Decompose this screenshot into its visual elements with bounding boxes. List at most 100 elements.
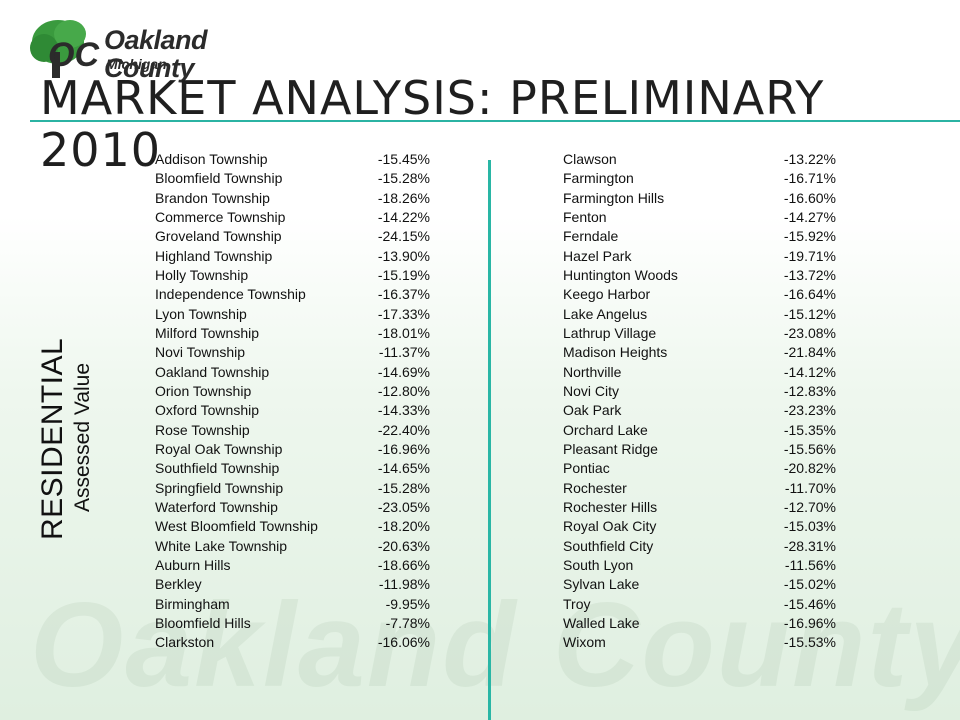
municipality-name: Commerce Township <box>155 208 286 225</box>
percent-change: -18.26% <box>377 189 430 206</box>
percent-change: -14.69% <box>377 363 430 380</box>
percent-change: -16.71% <box>783 170 836 187</box>
percent-change: -15.03% <box>783 518 836 535</box>
percent-change: -14.27% <box>783 208 836 225</box>
percent-change: -16.60% <box>783 189 836 206</box>
residential-label-main: RESIDENTIAL <box>36 337 69 540</box>
municipality-name: Novi Township <box>155 344 246 361</box>
percent-change: -11.70% <box>784 479 836 496</box>
municipality-name: Oakland Township <box>155 363 270 380</box>
percent-change: -21.84% <box>783 344 836 361</box>
municipality-name: Clawson <box>563 151 617 167</box>
percent-change: -23.05% <box>377 498 430 515</box>
percent-change: -17.33% <box>377 305 430 322</box>
municipality-name: Brandon Township <box>155 189 270 206</box>
municipality-name: Farmington Hills <box>563 189 665 206</box>
page-title: MARKET ANALYSIS: PRELIMINARY 2010 <box>40 71 825 177</box>
municipality-name: Southfield City <box>563 537 654 554</box>
oakland-county-logo: OC Oakland County Michigan <box>22 14 282 86</box>
logo-brand-text: Oakland County <box>104 25 208 83</box>
residential-label-sub: Assessed Value <box>71 362 94 512</box>
municipality-name: Waterford Township <box>155 498 278 515</box>
percent-change: -15.45% <box>377 151 430 167</box>
municipality-name: Highland Township <box>155 247 273 264</box>
municipality-name: Walled Lake <box>563 614 640 631</box>
percent-change: -18.20% <box>377 518 430 535</box>
municipality-name: Ferndale <box>563 228 619 245</box>
percent-change: -19.71% <box>783 247 836 264</box>
municipality-name: Bloomfield Township <box>155 170 283 187</box>
percent-change: -15.02% <box>783 576 836 593</box>
municipality-name: Rochester Hills <box>563 498 658 515</box>
percent-change: -11.37% <box>378 344 430 361</box>
municipality-name: Springfield Township <box>155 479 284 496</box>
percent-change: -18.66% <box>377 556 430 573</box>
percent-change: -15.28% <box>377 170 430 187</box>
percent-change: -16.06% <box>377 634 430 651</box>
percent-change: -13.22% <box>783 151 836 167</box>
percent-change: -14.33% <box>377 402 430 419</box>
tree-logo-icon: OC <box>30 20 99 78</box>
watermark-text: Oakland County <box>30 578 960 712</box>
municipality-name: Berkley <box>155 576 202 593</box>
municipality-name: Keego Harbor <box>563 286 651 303</box>
municipality-name: Troy <box>563 595 591 612</box>
municipality-name: West Bloomfield Township <box>155 518 318 535</box>
municipality-name: Groveland Township <box>155 228 282 245</box>
percent-change: -20.63% <box>377 537 430 554</box>
percent-change: -15.56% <box>783 440 836 457</box>
municipality-name: Sylvan Lake <box>563 576 640 593</box>
municipality-name: Oxford Township <box>155 402 260 419</box>
municipality-name: Rose Township <box>155 421 250 438</box>
municipality-name: Wixom <box>563 634 606 651</box>
municipality-name: Addison Township <box>155 151 268 167</box>
municipality-name: Orchard Lake <box>563 421 648 438</box>
title-underline <box>30 120 960 122</box>
percent-change: -15.19% <box>377 266 430 283</box>
percent-change: -12.80% <box>377 382 430 399</box>
percent-change: -11.56% <box>784 556 836 573</box>
percent-change: -15.46% <box>783 595 836 612</box>
municipality-name: Lathrup Village <box>563 324 657 341</box>
column-divider <box>488 160 491 720</box>
percent-change: -20.82% <box>783 460 836 477</box>
municipality-name: Madison Heights <box>563 344 668 361</box>
municipality-name: South Lyon <box>563 556 634 573</box>
percent-change: -7.78% <box>385 614 430 631</box>
municipality-name: Auburn Hills <box>155 556 231 573</box>
percent-change: -24.15% <box>377 228 430 245</box>
percent-change: -15.35% <box>783 421 836 438</box>
municipality-name: Southfield Township <box>155 460 280 477</box>
percent-change: -11.98% <box>378 576 430 593</box>
municipality-name: Novi City <box>563 382 620 399</box>
percent-change: -16.96% <box>377 440 430 457</box>
percent-change: -14.22% <box>377 208 430 225</box>
municipality-name: Farmington <box>563 170 634 187</box>
percent-change: -28.31% <box>783 537 836 554</box>
percent-change: -12.70% <box>783 498 836 515</box>
percent-change: -16.37% <box>377 286 430 303</box>
percent-change: -15.28% <box>377 479 430 496</box>
municipality-name: Clarkston <box>155 634 215 651</box>
percent-change: -23.23% <box>783 402 836 419</box>
municipality-name: Royal Oak Township <box>155 440 283 457</box>
percent-change: -18.01% <box>377 324 430 341</box>
municipality-name: Hazel Park <box>563 247 632 264</box>
percent-change: -14.65% <box>377 460 430 477</box>
percent-change: -23.08% <box>783 324 836 341</box>
percent-change: -22.40% <box>377 421 430 438</box>
municipality-name: Orion Township <box>155 382 252 399</box>
logo-sub-text: Michigan <box>106 56 167 72</box>
percent-change: -9.95% <box>385 595 430 612</box>
percent-change: -15.92% <box>783 228 836 245</box>
residential-label: RESIDENTIAL Assessed Value <box>36 338 96 540</box>
municipality-name: Northville <box>563 363 622 380</box>
svg-text:OC: OC <box>48 36 99 74</box>
municipality-name: Milford Township <box>155 324 260 341</box>
municipality-name: Fenton <box>563 208 607 225</box>
municipality-name: Lake Angelus <box>563 305 648 322</box>
percent-change: -15.53% <box>783 634 836 651</box>
municipality-name: Birmingham <box>155 595 230 612</box>
municipality-name: Huntington Woods <box>563 266 678 283</box>
percent-change: -13.90% <box>377 247 430 264</box>
